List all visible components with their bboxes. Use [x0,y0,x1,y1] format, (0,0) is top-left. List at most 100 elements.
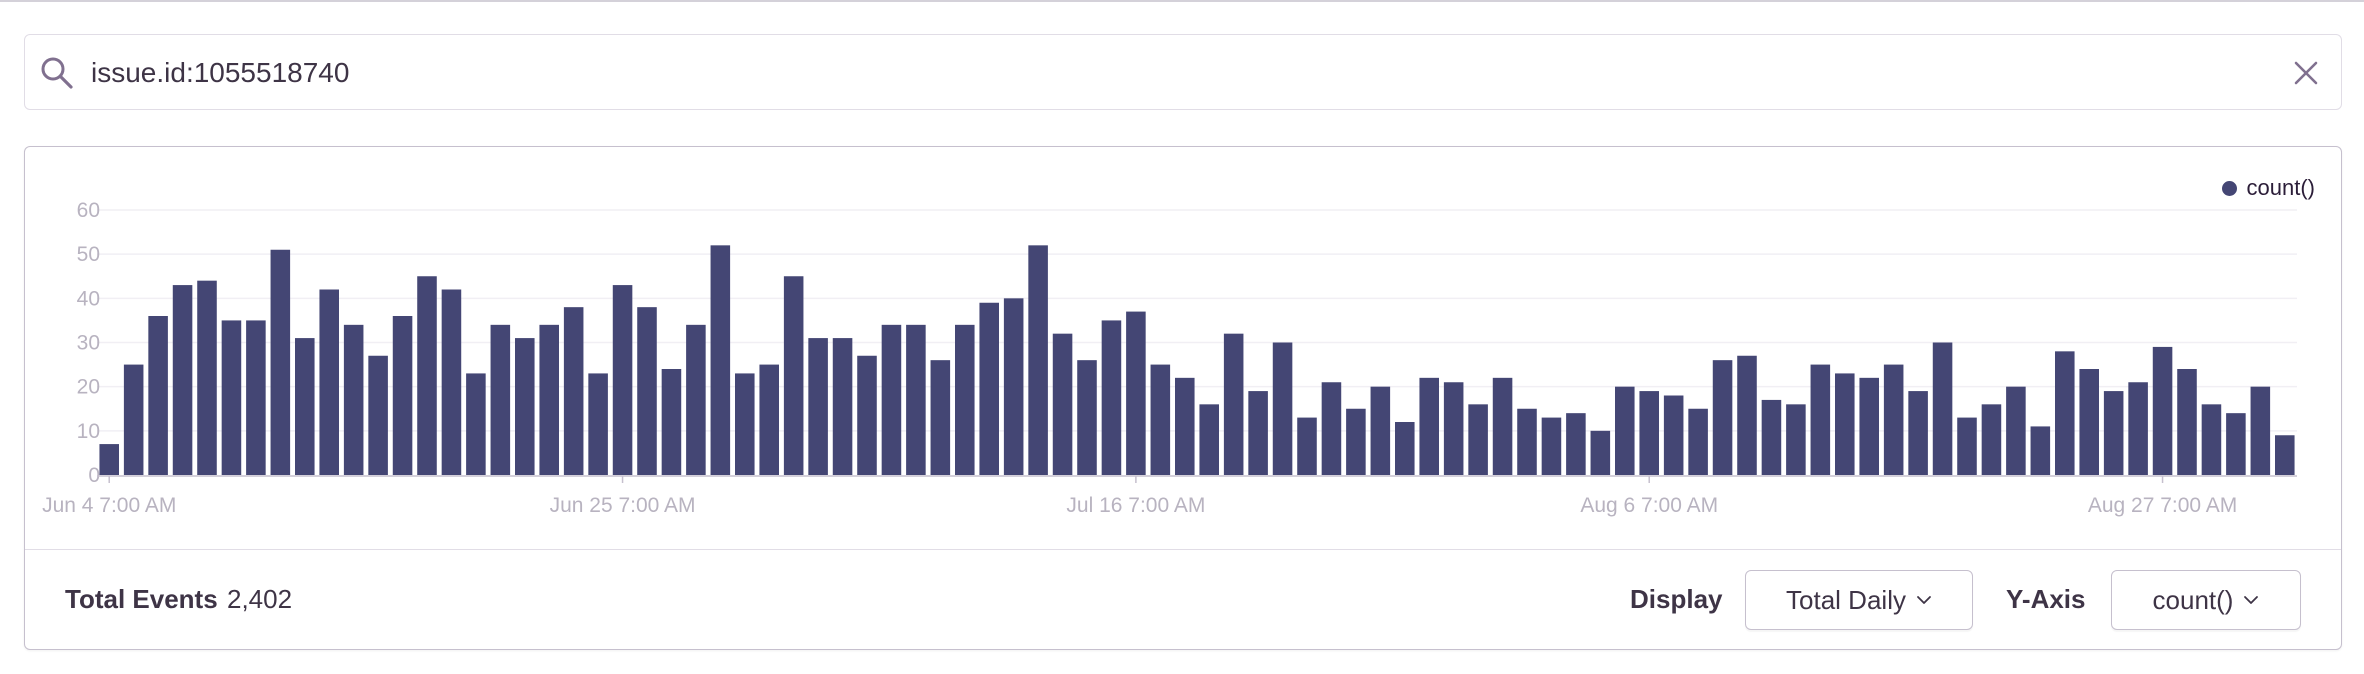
bar [1908,391,1928,475]
bar [2275,435,2295,475]
bar [661,369,682,475]
bar [466,373,486,475]
bar [1395,422,1415,475]
bar [246,320,266,475]
bar [1639,391,1659,475]
bar [221,320,242,475]
bar [2103,391,2124,475]
bar [2250,386,2271,475]
bar [1297,417,1317,475]
bar [295,338,315,475]
bar [2226,413,2246,475]
chevron-down-icon [1917,596,1931,604]
bar [197,280,217,475]
bar [490,324,511,475]
y-tick-label: 60 [77,199,100,222]
bar [1028,245,1048,475]
bar [1052,333,1073,475]
bar [515,338,535,475]
chart-footer: Total Events 2,402 Display Total Daily Y… [25,549,2341,651]
bar [881,324,902,475]
legend-dot-icon [2221,180,2237,196]
bar [832,338,853,475]
bar [906,324,926,475]
bar [588,373,608,475]
close-icon[interactable] [2291,58,2321,88]
bar [99,444,119,475]
bar [1835,373,1855,475]
bar [930,360,951,475]
bar [1321,382,1342,475]
bar [563,307,584,475]
chart-legend[interactable]: count() [2221,173,2315,203]
bar [1932,342,1953,475]
yaxis-dropdown[interactable]: count() [2111,570,2301,630]
bar [1688,408,1708,475]
bar [2201,404,2222,475]
display-dropdown[interactable]: Total Daily [1745,570,1973,630]
y-tick-label: 20 [77,376,100,399]
display-dropdown-value: Total Daily [1786,584,1906,615]
bar [148,316,168,475]
bar [2152,346,2173,475]
bar [2030,426,2051,475]
bar [1199,404,1219,475]
chevron-down-icon [2244,596,2259,604]
bar [2128,382,2148,475]
y-tick-label: 10 [77,420,100,443]
total-events-label: Total Events [65,584,218,614]
bar [637,307,657,475]
bar [955,324,975,475]
bar [1443,382,1464,475]
bar [735,373,755,475]
bar [1346,408,1366,475]
bar [1492,377,1513,475]
bar [1541,417,1562,475]
bar [123,364,144,475]
bar [1370,386,1391,475]
bar [783,276,804,475]
bar [2177,369,2197,475]
search-icon [41,57,73,89]
yaxis-label: Y-Axis [2006,584,2086,614]
x-tick-label: Aug 27 7:00 AM [2088,494,2237,517]
bar [1248,391,1268,475]
bar [1712,360,1733,475]
yaxis-dropdown-value: count() [2152,584,2234,615]
bar [2006,386,2026,475]
bar [1566,413,1586,475]
bar [1786,404,1806,475]
bar [1957,417,1977,475]
search-query[interactable]: issue.id:1055518740 [91,57,350,88]
y-tick-label: 30 [77,332,100,355]
bar [539,324,559,475]
chart-panel: 0 10 20 30 40 50 60 Jun 4 7:00 AM Jun 25 7:00 AM… [24,146,2342,650]
bar [1272,342,1293,475]
bar [1101,320,1122,475]
total-events-value: 2,402 [227,584,293,614]
bar [392,316,413,475]
bar [319,289,339,475]
bar [1419,377,1439,475]
legend-label: count() [2246,175,2315,200]
events-bar-chart: 0 10 20 30 40 50 60 Jun 4 7:00 AM Jun 25 7:00 AM… [42,199,2297,517]
bar [1468,404,1488,475]
bar [1517,408,1537,475]
bar [1175,377,1195,475]
bar [979,302,999,475]
top-divider [0,0,2364,2]
x-tick-label: Jul 16 7:00 AM [1066,494,1205,517]
bar [368,355,388,475]
bar [1761,399,1782,475]
bar [759,364,779,475]
bar [612,285,633,475]
bar [343,324,364,475]
bar [1126,311,1146,475]
bar [686,324,706,475]
y-tick-label: 50 [77,243,100,266]
bar [1859,377,1879,475]
search-bar[interactable]: issue.id:1055518740 [24,34,2342,110]
bar [710,245,731,475]
bar [857,355,877,475]
bar [1590,430,1611,475]
